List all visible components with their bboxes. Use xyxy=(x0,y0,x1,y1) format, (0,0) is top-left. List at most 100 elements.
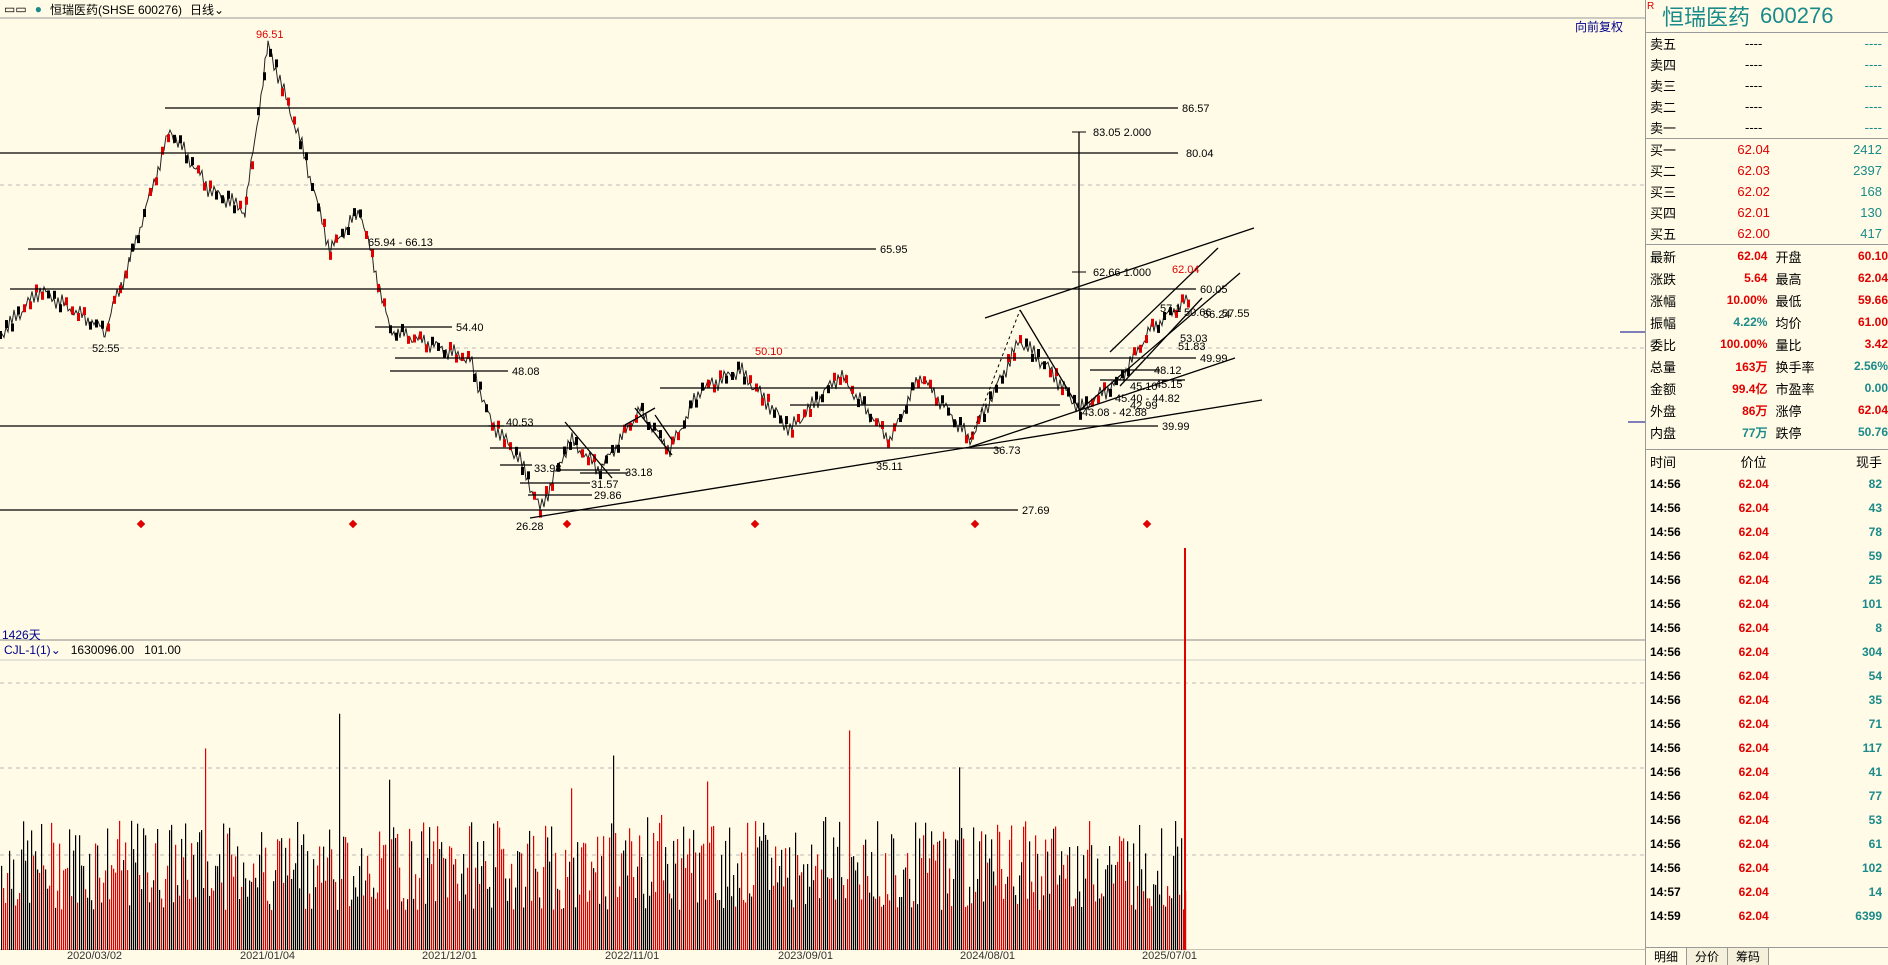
tick-row[interactable]: 14:57 62.04 14 xyxy=(1646,880,1888,904)
tick-row[interactable]: 14:56 62.04 59 xyxy=(1646,544,1888,568)
tick-row[interactable]: 14:56 62.04 304 xyxy=(1646,640,1888,664)
tick-row[interactable]: 14:56 62.04 25 xyxy=(1646,568,1888,592)
tick-row[interactable]: 14:56 62.04 53 xyxy=(1646,808,1888,832)
volume-bar xyxy=(1117,861,1119,950)
candle xyxy=(197,165,200,174)
tick-row[interactable]: 14:56 62.04 117 xyxy=(1646,736,1888,760)
volume-bar xyxy=(117,839,119,950)
volume-bar xyxy=(707,781,709,950)
candle xyxy=(395,332,398,341)
candle xyxy=(905,405,908,414)
candle xyxy=(623,424,626,433)
tick-row[interactable]: 14:56 62.04 8 xyxy=(1646,616,1888,640)
level-label: 31.57 xyxy=(591,479,619,491)
volume-bar xyxy=(315,887,317,950)
order-volume: 2412 xyxy=(1853,142,1882,157)
indicator-select[interactable]: CJL-1(1)⌄ xyxy=(4,643,61,657)
tab-detail[interactable]: 明细 xyxy=(1646,948,1687,965)
adjust-button[interactable]: 向前复权 xyxy=(1574,20,1623,34)
volume-bar xyxy=(275,870,277,950)
volume-bar xyxy=(639,835,641,950)
volume-bar xyxy=(1101,893,1103,950)
order-volume: ---- xyxy=(1864,78,1882,93)
price-chart[interactable]: 86.57 80.04 65.95 60.05 54.40 49.99 48.08 39.99… xyxy=(0,0,1645,950)
tick-list[interactable]: 14:56 62.04 82 14:56 62.04 43 14:56 62.04 78 14:5… xyxy=(1646,472,1888,928)
tick-row[interactable]: 14:56 62.04 82 xyxy=(1646,472,1888,496)
period-select[interactable]: 日线⌄ xyxy=(190,1,224,18)
volume-bar xyxy=(233,876,235,950)
tick-row[interactable]: 14:56 62.04 43 xyxy=(1646,496,1888,520)
tick-volume: 41 xyxy=(1868,765,1882,779)
volume-bar xyxy=(827,877,829,950)
candle xyxy=(203,182,206,191)
candle xyxy=(341,228,344,237)
volume-bar xyxy=(65,868,67,950)
tick-row[interactable]: 14:59 62.04 6399 xyxy=(1646,904,1888,928)
volume-bar xyxy=(953,878,955,950)
quote-value: 2.56% xyxy=(1853,359,1888,373)
tick-row[interactable]: 14:56 62.04 61 xyxy=(1646,832,1888,856)
quote-value: 99.4亿 xyxy=(1732,381,1768,396)
volume-bar xyxy=(803,864,805,950)
tick-row[interactable]: 14:56 62.04 102 xyxy=(1646,856,1888,880)
volume-bar xyxy=(151,887,153,950)
tick-row[interactable]: 14:56 62.04 101 xyxy=(1646,592,1888,616)
tick-row[interactable]: 14:56 62.04 41 xyxy=(1646,760,1888,784)
volume-bar xyxy=(629,828,631,950)
volume-bar xyxy=(651,881,653,950)
volume-bar xyxy=(5,902,7,950)
volume-bar xyxy=(1061,851,1063,950)
volume-bar xyxy=(99,877,101,950)
candle xyxy=(47,290,50,299)
volume-bar xyxy=(565,849,567,950)
tick-row[interactable]: 14:56 62.04 35 xyxy=(1646,688,1888,712)
volume-bar xyxy=(577,842,579,950)
tick-row[interactable]: 14:56 62.04 77 xyxy=(1646,784,1888,808)
volume-bar xyxy=(217,866,219,950)
tick-row[interactable]: 14:56 62.04 71 xyxy=(1646,712,1888,736)
volume-bar xyxy=(855,870,857,950)
tick-time: 14:56 xyxy=(1650,477,1681,491)
tick-row[interactable]: 14:56 62.04 54 xyxy=(1646,664,1888,688)
tick-price: 62.04 xyxy=(1738,909,1769,923)
menu-icon[interactable]: ▭▭ xyxy=(4,2,27,16)
volume-bar xyxy=(965,906,967,950)
volume-bar xyxy=(509,878,511,950)
volume-bar xyxy=(985,834,987,950)
volume-bar xyxy=(289,838,291,950)
level-label: 45.40 - 44.82 xyxy=(1115,393,1180,405)
volume-bar xyxy=(255,877,257,950)
date-label: 2024/08/01 xyxy=(960,950,1016,962)
candle xyxy=(515,446,518,455)
volume-bar xyxy=(349,906,351,950)
level-label: 57.1 xyxy=(1160,303,1181,315)
volume-bar xyxy=(679,909,681,950)
tab-price[interactable]: 分价 xyxy=(1687,948,1728,965)
volume-bar xyxy=(625,840,627,950)
volume-bar xyxy=(783,886,785,950)
volume-bar xyxy=(733,875,735,950)
tick-row[interactable]: 14:56 62.04 78 xyxy=(1646,520,1888,544)
quote-key: 最高 xyxy=(1775,271,1802,287)
volume-bar xyxy=(489,886,491,950)
level-label: 80.04 xyxy=(1186,148,1214,160)
volume-bar xyxy=(481,866,483,950)
candle xyxy=(989,391,992,400)
volume-bar xyxy=(785,848,787,950)
quote-key: 内盘 xyxy=(1650,425,1677,441)
volume-bar xyxy=(753,884,755,950)
candle xyxy=(1127,368,1130,377)
volume-bar xyxy=(529,830,531,950)
chart-area[interactable]: 86.57 80.04 65.95 60.05 54.40 49.99 48.08 39.99… xyxy=(0,0,1645,965)
volume-bar xyxy=(431,864,433,950)
volume-bar xyxy=(781,849,783,950)
level-label: 62.66 1.000 xyxy=(1093,267,1151,279)
volume-bar xyxy=(569,861,571,950)
volume-bar xyxy=(1023,826,1025,950)
tab-chips[interactable]: 筹码 xyxy=(1728,948,1769,965)
tick-time: 14:56 xyxy=(1650,765,1681,779)
volume-bar xyxy=(187,879,189,950)
volume-bar xyxy=(643,893,645,950)
tick-time: 14:56 xyxy=(1650,549,1681,563)
volume-bar xyxy=(773,885,775,950)
